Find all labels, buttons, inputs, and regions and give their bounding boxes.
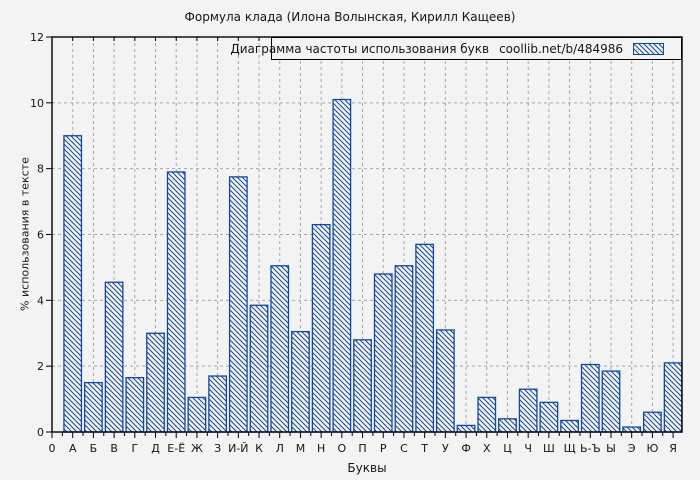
bar-Ч xyxy=(518,388,538,433)
x-tick-origin: 0 xyxy=(49,442,56,455)
x-tick-Р: Р xyxy=(380,442,387,455)
x-tick-Ч: Ч xyxy=(524,442,532,455)
x-tick-Н: Н xyxy=(317,442,325,455)
bar-У xyxy=(435,329,455,433)
bar-Ц xyxy=(498,418,517,433)
x-tick-Ю: Ю xyxy=(646,442,658,455)
y-tick-8: 8 xyxy=(37,163,44,176)
bar-Б xyxy=(84,381,103,433)
x-tick-Ш: Ш xyxy=(543,442,555,455)
x-tick-Д: Д xyxy=(151,442,160,455)
bar-П xyxy=(353,339,372,433)
x-tick-Ж: Ж xyxy=(191,442,203,455)
bar-Щ xyxy=(560,419,579,433)
bar-Е-Ё xyxy=(166,171,186,433)
x-tick-И-Й: И-Й xyxy=(228,442,248,455)
x-tick-В: В xyxy=(110,442,118,455)
x-tick-Ц: Ц xyxy=(503,442,512,455)
y-axis-title: % использования в тексте xyxy=(18,157,32,311)
x-tick-Л: Л xyxy=(276,442,284,455)
y-tick-6: 6 xyxy=(37,229,44,242)
bar-Ш xyxy=(539,401,559,433)
bar-Х xyxy=(477,396,497,433)
bar-О xyxy=(332,98,352,433)
bar-Э xyxy=(622,426,642,433)
bar-Р xyxy=(373,273,393,433)
bar-К xyxy=(249,304,269,433)
bar-М xyxy=(291,330,310,433)
x-tick-С: С xyxy=(400,442,408,455)
x-tick-Ь-Ъ: Ь-Ъ xyxy=(580,442,601,455)
x-tick-А: А xyxy=(69,442,77,455)
x-tick-М: М xyxy=(296,442,306,455)
bar-Ю xyxy=(642,411,662,433)
x-tick-О: О xyxy=(338,442,347,455)
bar-Я xyxy=(663,362,683,433)
x-tick-Щ: Щ xyxy=(564,442,576,455)
chart-title: Формула клада (Илона Волынская, Кирилл К… xyxy=(184,10,516,24)
x-tick-Ф: Ф xyxy=(461,442,470,455)
x-tick-Я: Я xyxy=(669,442,677,455)
bar-Н xyxy=(311,223,331,433)
y-tick-2: 2 xyxy=(37,360,44,373)
bar-С xyxy=(394,265,414,433)
bar-Ж xyxy=(187,396,207,433)
y-tick-12: 12 xyxy=(30,31,44,44)
y-tick-10: 10 xyxy=(30,97,44,110)
bar-И-Й xyxy=(228,176,248,433)
legend-label: Диаграмма частоты использования букв xyxy=(230,41,490,56)
x-tick-Г: Г xyxy=(131,442,138,455)
x-tick-Б: Б xyxy=(90,442,98,455)
x-tick-Ы: Ы xyxy=(606,442,616,455)
bar-Ы xyxy=(601,370,621,433)
legend-source-url: coollib.net/b/484986 xyxy=(499,41,623,56)
bar-Г xyxy=(125,377,145,433)
x-tick-К: К xyxy=(255,442,263,455)
x-tick-П: П xyxy=(358,442,366,455)
bar-Л xyxy=(270,265,290,433)
legend-box: Диаграмма частоты использования букв coo… xyxy=(230,37,682,60)
x-tick-Э: Э xyxy=(628,442,636,455)
x-tick-У: У xyxy=(442,442,449,455)
x-tick-labels: 0 А Б В Г Д Е-Ё Ж З И-Й К Л М Н О П Р С Т У Ф Х Ц Ч Ш Щ Ь-Ъ Ы Э Ю Я xyxy=(49,442,677,455)
x-axis-title: Буквы xyxy=(347,461,387,475)
y-tick-0: 0 xyxy=(37,426,44,439)
bar-А xyxy=(63,135,83,433)
bar-Т xyxy=(415,243,435,433)
x-tick-Т: Т xyxy=(420,442,428,455)
y-tick-4: 4 xyxy=(37,294,44,307)
x-tick-Е-Ё: Е-Ё xyxy=(167,442,185,455)
legend-hatch-swatch-icon xyxy=(633,42,664,55)
x-tick-Х: Х xyxy=(483,442,491,455)
bar-Д xyxy=(146,332,165,433)
bar-В xyxy=(104,281,124,433)
bar-Ь-Ъ xyxy=(580,363,600,433)
bar-З xyxy=(208,375,228,433)
y-tick-labels: 0 2 4 6 8 10 12 xyxy=(30,31,44,439)
bar-Ф xyxy=(456,424,476,433)
x-tick-З: З xyxy=(214,442,221,455)
